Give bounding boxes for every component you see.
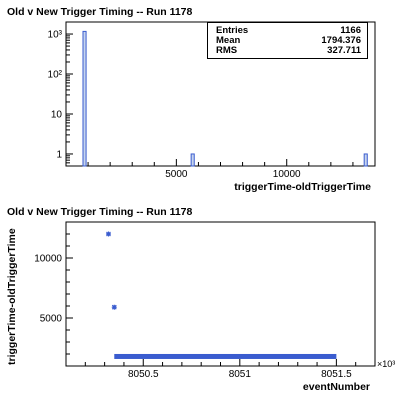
plot-frame <box>65 221 376 367</box>
y-tick-label: 1 <box>56 149 62 160</box>
y-tick-label: 5000 <box>40 314 63 325</box>
stats-value: 1794.376 <box>321 35 361 46</box>
histogram-bar <box>363 153 368 167</box>
y-tick-label: 10 <box>51 109 63 120</box>
histogram-bar <box>190 153 195 167</box>
x-tick-label: 5000 <box>165 169 188 180</box>
scatter-point <box>105 231 111 237</box>
stats-value: 327.711 <box>327 45 361 56</box>
stats-value: 1166 <box>340 25 361 36</box>
stats-label: RMS <box>216 45 238 56</box>
stats-row-rms: RMS 327.711 <box>216 45 361 56</box>
y-tick-label: 10000 <box>34 254 62 265</box>
scatter-plot: 5000 10000 8050.5 8051 8051.5 ×10³ <box>34 221 395 380</box>
stats-row-mean: Mean 1794.376 <box>216 35 361 46</box>
scatter-title: Old v New Trigger Timing -- Run 1178 <box>7 206 193 218</box>
stats-row-entries: Entries 1166 <box>216 25 361 36</box>
histogram-plot: 1 10 10² 10³ 5000 10000 <box>48 21 376 180</box>
y-tick-label: 10² <box>48 70 63 81</box>
point-band <box>114 353 337 359</box>
x-tick-label: 8051 <box>229 369 252 380</box>
histogram-panel: Old v New Trigger Timing -- Run 1178 1 10… <box>7 6 376 193</box>
x-multiplier-label: ×10³ <box>377 359 395 369</box>
histogram-bar <box>82 30 87 167</box>
histogram-x-axis-label: triggerTime-oldTriggerTime <box>234 181 371 193</box>
x-tick-label: 8051.5 <box>321 369 352 380</box>
stats-label: Entries <box>216 25 249 36</box>
x-tick-label: 10000 <box>273 169 301 180</box>
x-tick-label: 8050.5 <box>128 369 159 380</box>
scatter-y-axis-label: triggerTime-oldTriggerTime <box>6 228 18 365</box>
scatter-point <box>111 304 117 310</box>
y-tick-label: 10³ <box>48 30 63 41</box>
stats-box: Entries 1166 Mean 1794.376 RMS 327.711 <box>207 22 368 59</box>
histogram-title: Old v New Trigger Timing -- Run 1178 <box>7 6 193 18</box>
scatter-panel: Old v New Trigger Timing -- Run 1178 500… <box>0 200 417 400</box>
scatter-x-axis-label: eventNumber <box>302 381 370 393</box>
stats-label: Mean <box>216 35 241 46</box>
